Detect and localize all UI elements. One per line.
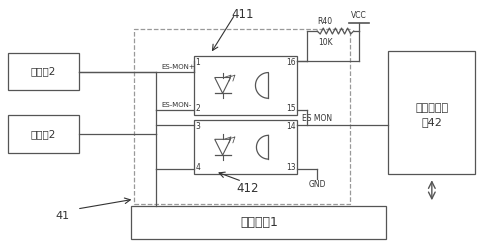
Text: 4: 4 (196, 163, 201, 172)
Bar (134, 29, 350, 204)
Text: 路42: 路42 (421, 118, 442, 127)
Text: 411: 411 (232, 8, 254, 21)
Bar (193, 56, 298, 115)
Text: 15: 15 (286, 104, 296, 113)
Text: 3: 3 (196, 122, 201, 131)
Text: ES-MON-: ES-MON- (161, 102, 191, 108)
Bar (8, 53, 79, 90)
Text: 14: 14 (286, 122, 296, 131)
Bar (8, 115, 79, 153)
Text: 设备主体1: 设备主体1 (240, 216, 278, 229)
Text: 41: 41 (55, 211, 69, 221)
Text: ES-MON+: ES-MON+ (161, 64, 195, 70)
Text: 电极片2: 电极片2 (31, 67, 56, 77)
Text: R40: R40 (318, 17, 333, 26)
Bar (193, 120, 298, 174)
Text: GND: GND (308, 180, 326, 189)
Text: 16: 16 (286, 58, 296, 67)
Text: 电极片2: 电极片2 (31, 129, 56, 139)
Text: 412: 412 (237, 182, 259, 195)
Text: VCC: VCC (351, 11, 367, 20)
Text: 1: 1 (196, 58, 200, 67)
Bar (388, 51, 475, 174)
Text: 2: 2 (196, 104, 200, 113)
Bar (131, 206, 386, 239)
Text: ES MON: ES MON (302, 114, 333, 123)
Text: 数据分析电: 数据分析电 (415, 103, 449, 113)
Text: 13: 13 (286, 163, 296, 172)
Text: 10K: 10K (318, 38, 332, 47)
